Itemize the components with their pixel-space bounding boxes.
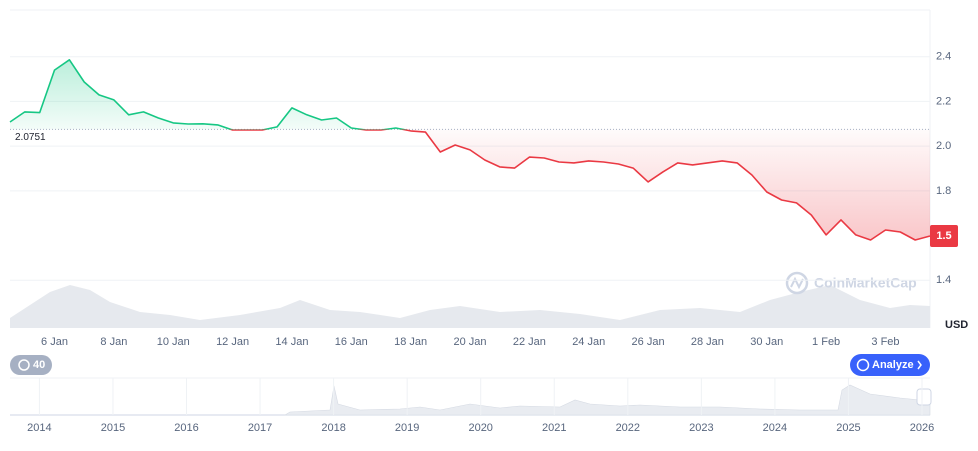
- navigator-year-label: 2021: [542, 422, 566, 434]
- badge-text: 40: [33, 359, 45, 371]
- y-tick-label: 1.8: [936, 185, 951, 197]
- x-tick-label: 22 Jan: [513, 336, 546, 348]
- currency-label: USD: [945, 319, 968, 331]
- x-tick-label: 12 Jan: [216, 336, 249, 348]
- analyze-button[interactable]: [850, 354, 930, 376]
- navigator-handle[interactable]: [916, 388, 932, 406]
- x-tick-label: 20 Jan: [453, 336, 486, 348]
- watermark: CoinMarketCap: [785, 271, 917, 295]
- navigator-year-label: 2015: [101, 422, 125, 434]
- navigator-year-label: 2023: [689, 422, 713, 434]
- price-line: [9, 59, 931, 241]
- x-tick-label: 10 Jan: [157, 336, 190, 348]
- analyze-text: Analyze: [872, 359, 914, 371]
- y-tick-label: 1.4: [936, 274, 951, 286]
- x-tick-label: 14 Jan: [275, 336, 308, 348]
- navigator-year-label: 2014: [27, 422, 51, 434]
- volume-area: [10, 285, 930, 328]
- navigator-year-label: 2018: [321, 422, 345, 434]
- navigator-year-label: 2019: [395, 422, 419, 434]
- analyze-icon: [856, 358, 870, 372]
- current-price-label: 1.5: [936, 230, 951, 242]
- navigator-year-label: 2016: [174, 422, 198, 434]
- x-tick-label: 28 Jan: [691, 336, 724, 348]
- x-tick-label: 6 Jan: [41, 336, 68, 348]
- x-tick-label: 18 Jan: [394, 336, 427, 348]
- watermark-text: CoinMarketCap: [814, 275, 917, 291]
- navigator-year-label: 2024: [763, 422, 787, 434]
- x-tick-label: 30 Jan: [750, 336, 783, 348]
- y-tick-label: 2.2: [936, 95, 951, 107]
- navigator-area: [283, 384, 931, 416]
- navigator-year-label: 2026: [910, 422, 934, 434]
- navigator-year-label: 2020: [468, 422, 492, 434]
- x-tick-label: 1 Feb: [812, 336, 840, 348]
- navigator-year-label: 2025: [836, 422, 860, 434]
- badge-icon: [18, 359, 30, 371]
- current-price-box: [930, 225, 958, 248]
- x-tick-label: 8 Jan: [100, 336, 127, 348]
- x-tick-label: 16 Jan: [335, 336, 368, 348]
- x-tick-label: 26 Jan: [632, 336, 665, 348]
- x-tick-label: 3 Feb: [871, 336, 899, 348]
- analyze-arrow: [917, 360, 922, 370]
- x-tick-label: 24 Jan: [572, 336, 605, 348]
- navigator-year-label: 2022: [616, 422, 640, 434]
- navigator-year-label: 2017: [248, 422, 272, 434]
- y-tick-label: 2.4: [936, 51, 951, 63]
- y-tick-label: 2.0: [936, 140, 951, 152]
- baseline-label-bg: [12, 130, 54, 145]
- baseline-label: 2.0751: [15, 132, 46, 143]
- range-badge[interactable]: [10, 355, 52, 375]
